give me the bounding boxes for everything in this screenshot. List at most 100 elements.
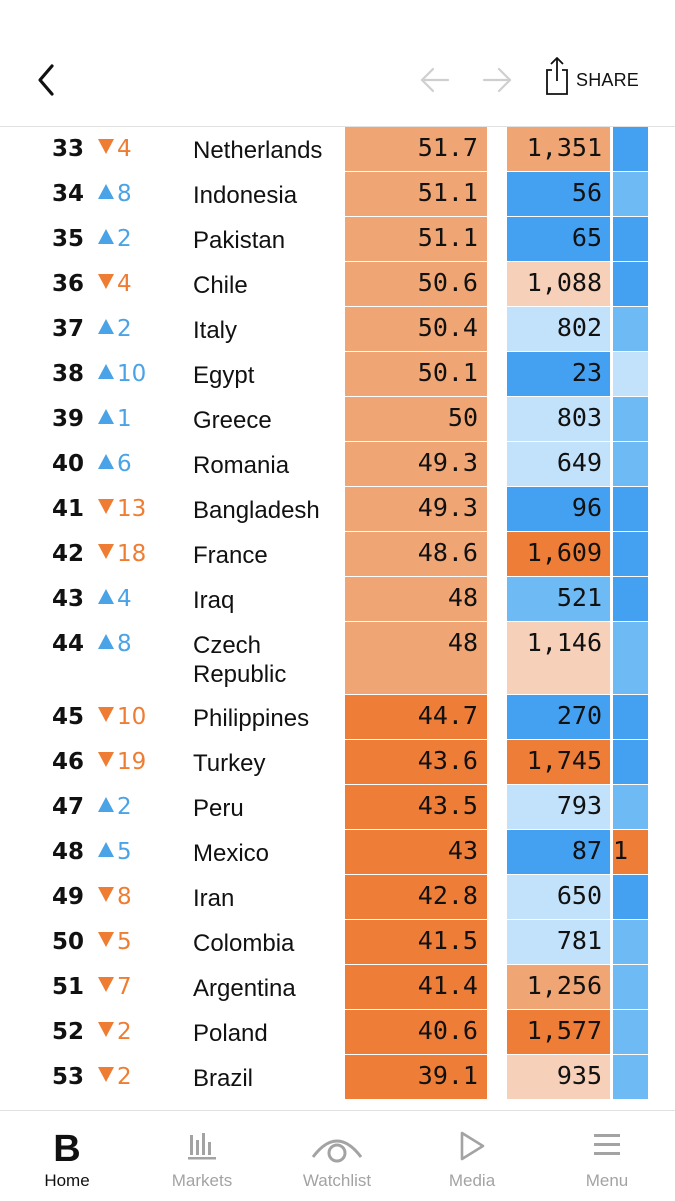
cell-value: 96 [571, 493, 602, 522]
triangle-up-icon [98, 364, 114, 379]
triangle-up-icon [98, 319, 114, 334]
cell-value: 1,577 [526, 1016, 602, 1045]
score-value: 48 [447, 583, 478, 612]
table-row[interactable]: 47 2 Peru 43.5 793 [0, 785, 675, 829]
country-name: Iraq [193, 587, 235, 614]
country-name: Italy [193, 317, 238, 344]
rank-value: 34 [52, 181, 85, 207]
score-value: 41.5 [417, 926, 478, 955]
rank-change: 2 [98, 1019, 132, 1045]
next-column-cell [613, 217, 648, 261]
bloomberg-logo-icon: B [53, 1128, 81, 1170]
next-column-cell: 1 [613, 830, 648, 874]
table-row[interactable]: 46 19 Turkey 43.6 1,745 [0, 740, 675, 784]
rank-change: 10 [98, 704, 146, 730]
score-cell: 48 [345, 577, 487, 621]
table-row[interactable]: 50 5 Colombia 41.5 781 [0, 920, 675, 964]
table-row[interactable]: 43 4 Iraq 48 521 [0, 577, 675, 621]
value-cell: 650 [507, 875, 610, 919]
score-value: 50.4 [417, 313, 478, 342]
rank-value: 46 [52, 749, 85, 775]
score-value: 44.7 [417, 701, 478, 730]
table-row[interactable]: 38 10 Egypt 50.1 23 [0, 352, 675, 396]
score-cell: 41.4 [345, 965, 487, 1009]
triangle-up-icon [98, 842, 114, 857]
rank-value: 52 [52, 1019, 85, 1045]
score-cell: 51.1 [345, 172, 487, 216]
table-row[interactable]: 42 18 France 48.6 1,609 [0, 532, 675, 576]
score-cell: 40.6 [345, 1010, 487, 1054]
next-arrow-button[interactable] [480, 64, 514, 96]
table-row[interactable]: 52 2 Poland 40.6 1,577 [0, 1010, 675, 1054]
rank-value: 45 [52, 704, 85, 730]
next-column-cell [613, 965, 648, 1009]
value-cell: 1,609 [507, 532, 610, 576]
rank-value: 41 [52, 496, 85, 522]
score-value: 40.6 [417, 1016, 478, 1045]
score-value: 41.4 [417, 971, 478, 1000]
tab-watchlist[interactable]: Watchlist [277, 1111, 397, 1201]
value-cell: 802 [507, 307, 610, 351]
table-row[interactable]: 35 2 Pakistan 51.1 65 [0, 217, 675, 261]
table-row[interactable]: 45 10 Philippines 44.7 270 [0, 695, 675, 739]
previous-arrow-button[interactable] [418, 64, 452, 96]
rank-change: 13 [98, 496, 146, 522]
score-cell: 48.6 [345, 532, 487, 576]
rank-change-value: 8 [117, 181, 132, 207]
table-row[interactable]: 36 4 Chile 50.6 1,088 [0, 262, 675, 306]
triangle-up-icon [98, 634, 114, 649]
cell-value: 1,256 [526, 971, 602, 1000]
rank-value: 35 [52, 226, 85, 252]
score-value: 49.3 [417, 493, 478, 522]
table-row[interactable]: 48 5 Mexico 43 87 1 [0, 830, 675, 874]
table-row[interactable]: 41 13 Bangladesh 49.3 96 [0, 487, 675, 531]
table-row[interactable]: 44 8 Czech Republic 48 1,146 [0, 622, 675, 694]
tab-home[interactable]: B Home [7, 1111, 127, 1201]
table-row[interactable]: 40 6 Romania 49.3 649 [0, 442, 675, 486]
triangle-down-icon [98, 707, 114, 722]
value-cell: 56 [507, 172, 610, 216]
rank-change-value: 5 [117, 839, 132, 865]
triangle-up-icon [98, 229, 114, 244]
cell-value: 65 [571, 223, 602, 252]
score-value: 51.1 [417, 178, 478, 207]
rank-change: 2 [98, 226, 132, 252]
next-column-cell [613, 442, 648, 486]
value-cell: 935 [507, 1055, 610, 1099]
next-column-cell [613, 875, 648, 919]
table-row[interactable]: 37 2 Italy 50.4 802 [0, 307, 675, 351]
score-cell: 51.1 [345, 217, 487, 261]
table-row[interactable]: 51 7 Argentina 41.4 1,256 [0, 965, 675, 1009]
tab-label: Menu [585, 1171, 629, 1190]
value-cell: 96 [507, 487, 610, 531]
rank-value: 33 [52, 136, 85, 162]
country-name: Peru [193, 795, 244, 822]
next-column-cell [613, 1010, 648, 1054]
country-name: Chile [193, 272, 248, 299]
cell-value: 793 [556, 791, 602, 820]
next-column-cell [613, 172, 648, 216]
table-row[interactable]: 49 8 Iran 42.8 650 [0, 875, 675, 919]
table-row[interactable]: 33 4 Netherlands 51.7 1,351 [0, 127, 675, 171]
tab-markets[interactable]: Markets [142, 1111, 262, 1201]
country-name: Egypt [193, 362, 255, 389]
rank-change-value: 13 [117, 496, 147, 522]
table-row[interactable]: 39 1 Greece 50 803 [0, 397, 675, 441]
rank-change-value: 4 [117, 136, 132, 162]
score-cell: 41.5 [345, 920, 487, 964]
rank-change: 2 [98, 316, 132, 342]
rank-change: 4 [98, 586, 132, 612]
score-value: 50 [447, 403, 478, 432]
ranking-table[interactable]: 33 4 Netherlands 51.7 1,351 34 8 Indonesia 51.1 5… [0, 127, 675, 1108]
bar-chart-icon [188, 1133, 216, 1160]
country-name: France [193, 542, 268, 569]
tab-media[interactable]: Media [412, 1111, 532, 1201]
triangle-down-icon [98, 499, 114, 514]
score-value: 50.1 [417, 358, 478, 387]
score-cell: 43.5 [345, 785, 487, 829]
table-row[interactable]: 34 8 Indonesia 51.1 56 [0, 172, 675, 216]
tab-menu[interactable]: Menu [547, 1111, 667, 1201]
back-button[interactable] [30, 60, 66, 100]
cell-value: 803 [556, 403, 602, 432]
table-row[interactable]: 53 2 Brazil 39.1 935 [0, 1055, 675, 1099]
